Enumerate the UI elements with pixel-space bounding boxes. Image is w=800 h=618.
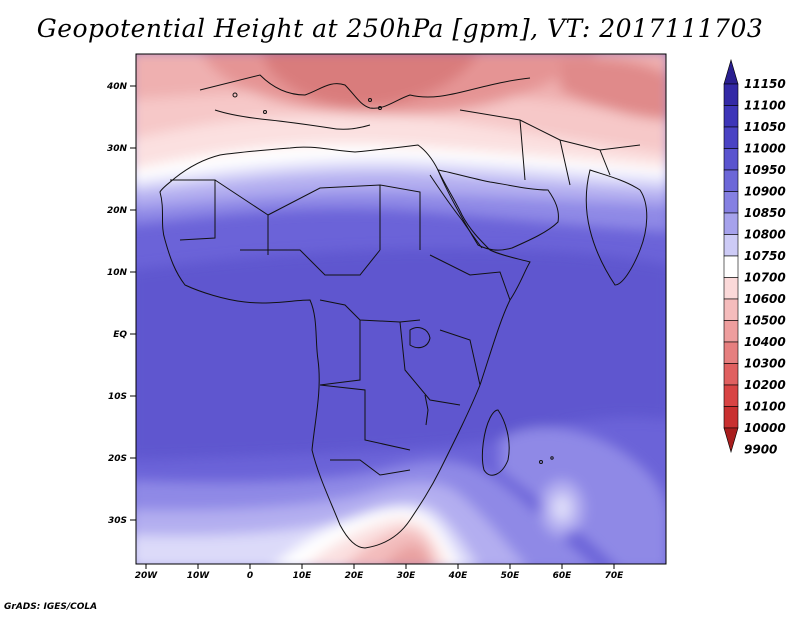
map-title: Geopotential Height at 250hPa [gpm], VT:… [36,14,764,43]
colorbar-swatch [723,83,739,106]
lon-tick-label: 40E [448,571,469,581]
colorbar-swatch [723,277,739,300]
lon-tick-label: 20E [345,571,365,581]
colorbar-top-arrow [723,58,739,85]
lon-tick-label: 50E [501,571,521,581]
colorbar-label: 11050 [744,120,786,134]
colorbar-swatch [723,341,739,364]
colorbar-label: 10700 [744,271,786,285]
lat-tick-label: 30N [107,144,128,154]
color-legend: 11150 11100 11050 11000 10950 10900 10850 10800… [723,58,786,457]
colorbar-label: 10300 [744,357,786,371]
colorbar-label: 10750 [744,249,786,263]
colorbar-swatch [723,148,739,171]
lon-tick-label: 10E [293,571,313,581]
colorbar-swatch [723,384,739,407]
lon-tick-label: 60E [553,571,573,581]
colorbar-label: 10600 [744,292,786,306]
lat-tick-label: 40N [106,82,128,92]
colorbar-swatch [723,363,739,386]
colorbar-label: 10400 [744,335,786,349]
lon-tick-label: 20W [135,571,159,581]
colorbar-swatch [723,320,739,343]
colorbar-label: 11100 [744,99,786,113]
latitude-axis: 40N 30N 20N 10N EQ 10S 20S 30S [106,82,136,526]
plot-frame [135,53,667,565]
coastlines [159,74,648,549]
colorbar-label: 10000 [744,421,786,435]
colorbar-swatch [723,255,739,278]
colorbar-label: 10500 [744,314,786,328]
colorbar-swatch [723,169,739,192]
lat-tick-label: EQ [113,330,127,340]
colorbar-label: 11150 [744,77,786,91]
colorbar-swatch [723,126,739,149]
colorbar-label: 11000 [744,142,786,156]
colorbar-swatch [723,298,739,321]
lon-tick-label: 10W [187,571,211,581]
lat-tick-label: 20S [108,454,127,464]
lon-tick-label: 70E [605,571,625,581]
colorbar-label: 10800 [744,228,786,242]
lon-tick-label: 30E [397,571,417,581]
lat-tick-label: 30S [108,516,127,526]
lat-tick-label: 10N [107,268,128,278]
colorbar-swatch [723,191,739,214]
colorbar-label: 10850 [744,206,786,220]
colorbar-swatch [723,105,739,128]
colorbar-label: 10100 [744,400,786,414]
lat-tick-label: 10S [108,392,127,402]
lon-tick-label: 0 [247,571,253,581]
colorbar-label: 10900 [744,185,786,199]
longitude-axis: 20W 10W 0 10E 20E 30E 40E 50E 60E 70E [135,564,624,581]
colorbar-label: 9900 [744,443,777,457]
height-field [136,54,666,564]
colorbar-label: 10950 [744,163,786,177]
colorbar-swatch [723,212,739,235]
grads-credit: GrADS: IGES/COLA [4,602,98,612]
colorbar-label: 10200 [744,378,786,392]
colorbar-bottom-arrow [723,427,739,454]
colorbar-swatch [723,234,739,257]
colorbar-swatch [723,406,739,429]
lat-tick-label: 20N [107,206,128,216]
